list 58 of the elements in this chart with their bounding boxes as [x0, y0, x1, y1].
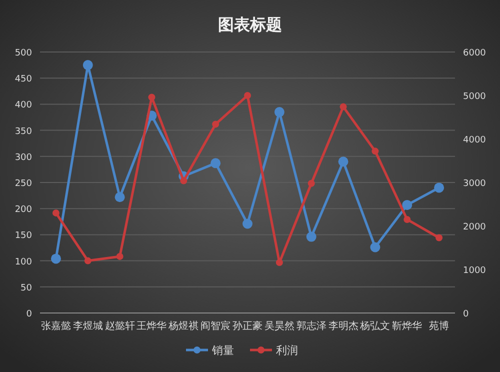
y2-tick-label: 5000 [463, 92, 486, 102]
x-tick-label: 杨弘文 [359, 320, 390, 332]
y-tick-label: 400 [14, 100, 32, 111]
point [148, 94, 156, 101]
x-tick-label: 王烨华 [136, 320, 167, 332]
legend-label: 销量 [211, 344, 234, 357]
y-tick-label: 100 [14, 257, 32, 268]
point [372, 148, 379, 155]
x-tick-label: 赵懿轩 [104, 320, 135, 332]
y-tick-label: 500 [14, 48, 32, 58]
y2-tick-label: 1000 [463, 266, 486, 276]
point [50, 254, 61, 264]
y-tick-label: 250 [14, 179, 32, 189]
x-tick-label: 靳烨华 [392, 320, 422, 332]
y-tick-label: 0 [26, 310, 32, 320]
x-tick-label: 张嘉懿 [40, 320, 71, 332]
point [274, 107, 284, 118]
y-tick-label: 300 [14, 152, 32, 163]
point [340, 103, 347, 110]
point [180, 177, 188, 184]
chart-title: 图表标题 [218, 15, 282, 34]
y2-tick-label: 0 [463, 310, 469, 320]
point [338, 156, 348, 167]
x-tick-label: 苑博 [429, 320, 450, 332]
point [242, 218, 252, 229]
point [436, 234, 443, 242]
y2-tick-label: 6000 [463, 48, 486, 58]
y-tick-label: 200 [14, 205, 32, 216]
x-tick-label: 李煜城 [72, 320, 103, 332]
point [306, 232, 316, 242]
y2-tick-label: 4000 [463, 136, 486, 146]
x-tick-label: 李明杰 [328, 320, 358, 332]
point [82, 60, 93, 70]
y-tick-label: 150 [14, 231, 32, 242]
x-tick-label: 孙正豪 [232, 320, 262, 332]
point [244, 92, 251, 99]
y-tick-label: 350 [14, 126, 32, 137]
y-tick-label: 50 [20, 283, 32, 294]
point [84, 257, 92, 264]
x-tick-label: 吴昊然 [264, 320, 294, 332]
legend-label: 利润 [276, 344, 298, 357]
y2-tick-label: 2000 [463, 222, 486, 232]
x-tick-label: 杨煜祺 [168, 320, 199, 332]
y-tick-label: 450 [14, 74, 32, 85]
point [116, 252, 124, 260]
point [370, 242, 380, 252]
point [276, 259, 283, 266]
x-tick-label: 郭志泽 [296, 320, 326, 332]
x-tick-label: 阎智宸 [200, 320, 231, 332]
point [402, 200, 412, 210]
point [308, 180, 315, 187]
point [114, 192, 125, 202]
point [210, 158, 221, 168]
y2-tick-label: 3000 [463, 179, 486, 189]
point [52, 209, 60, 216]
point [434, 182, 444, 193]
point [212, 120, 220, 128]
point [404, 216, 411, 223]
